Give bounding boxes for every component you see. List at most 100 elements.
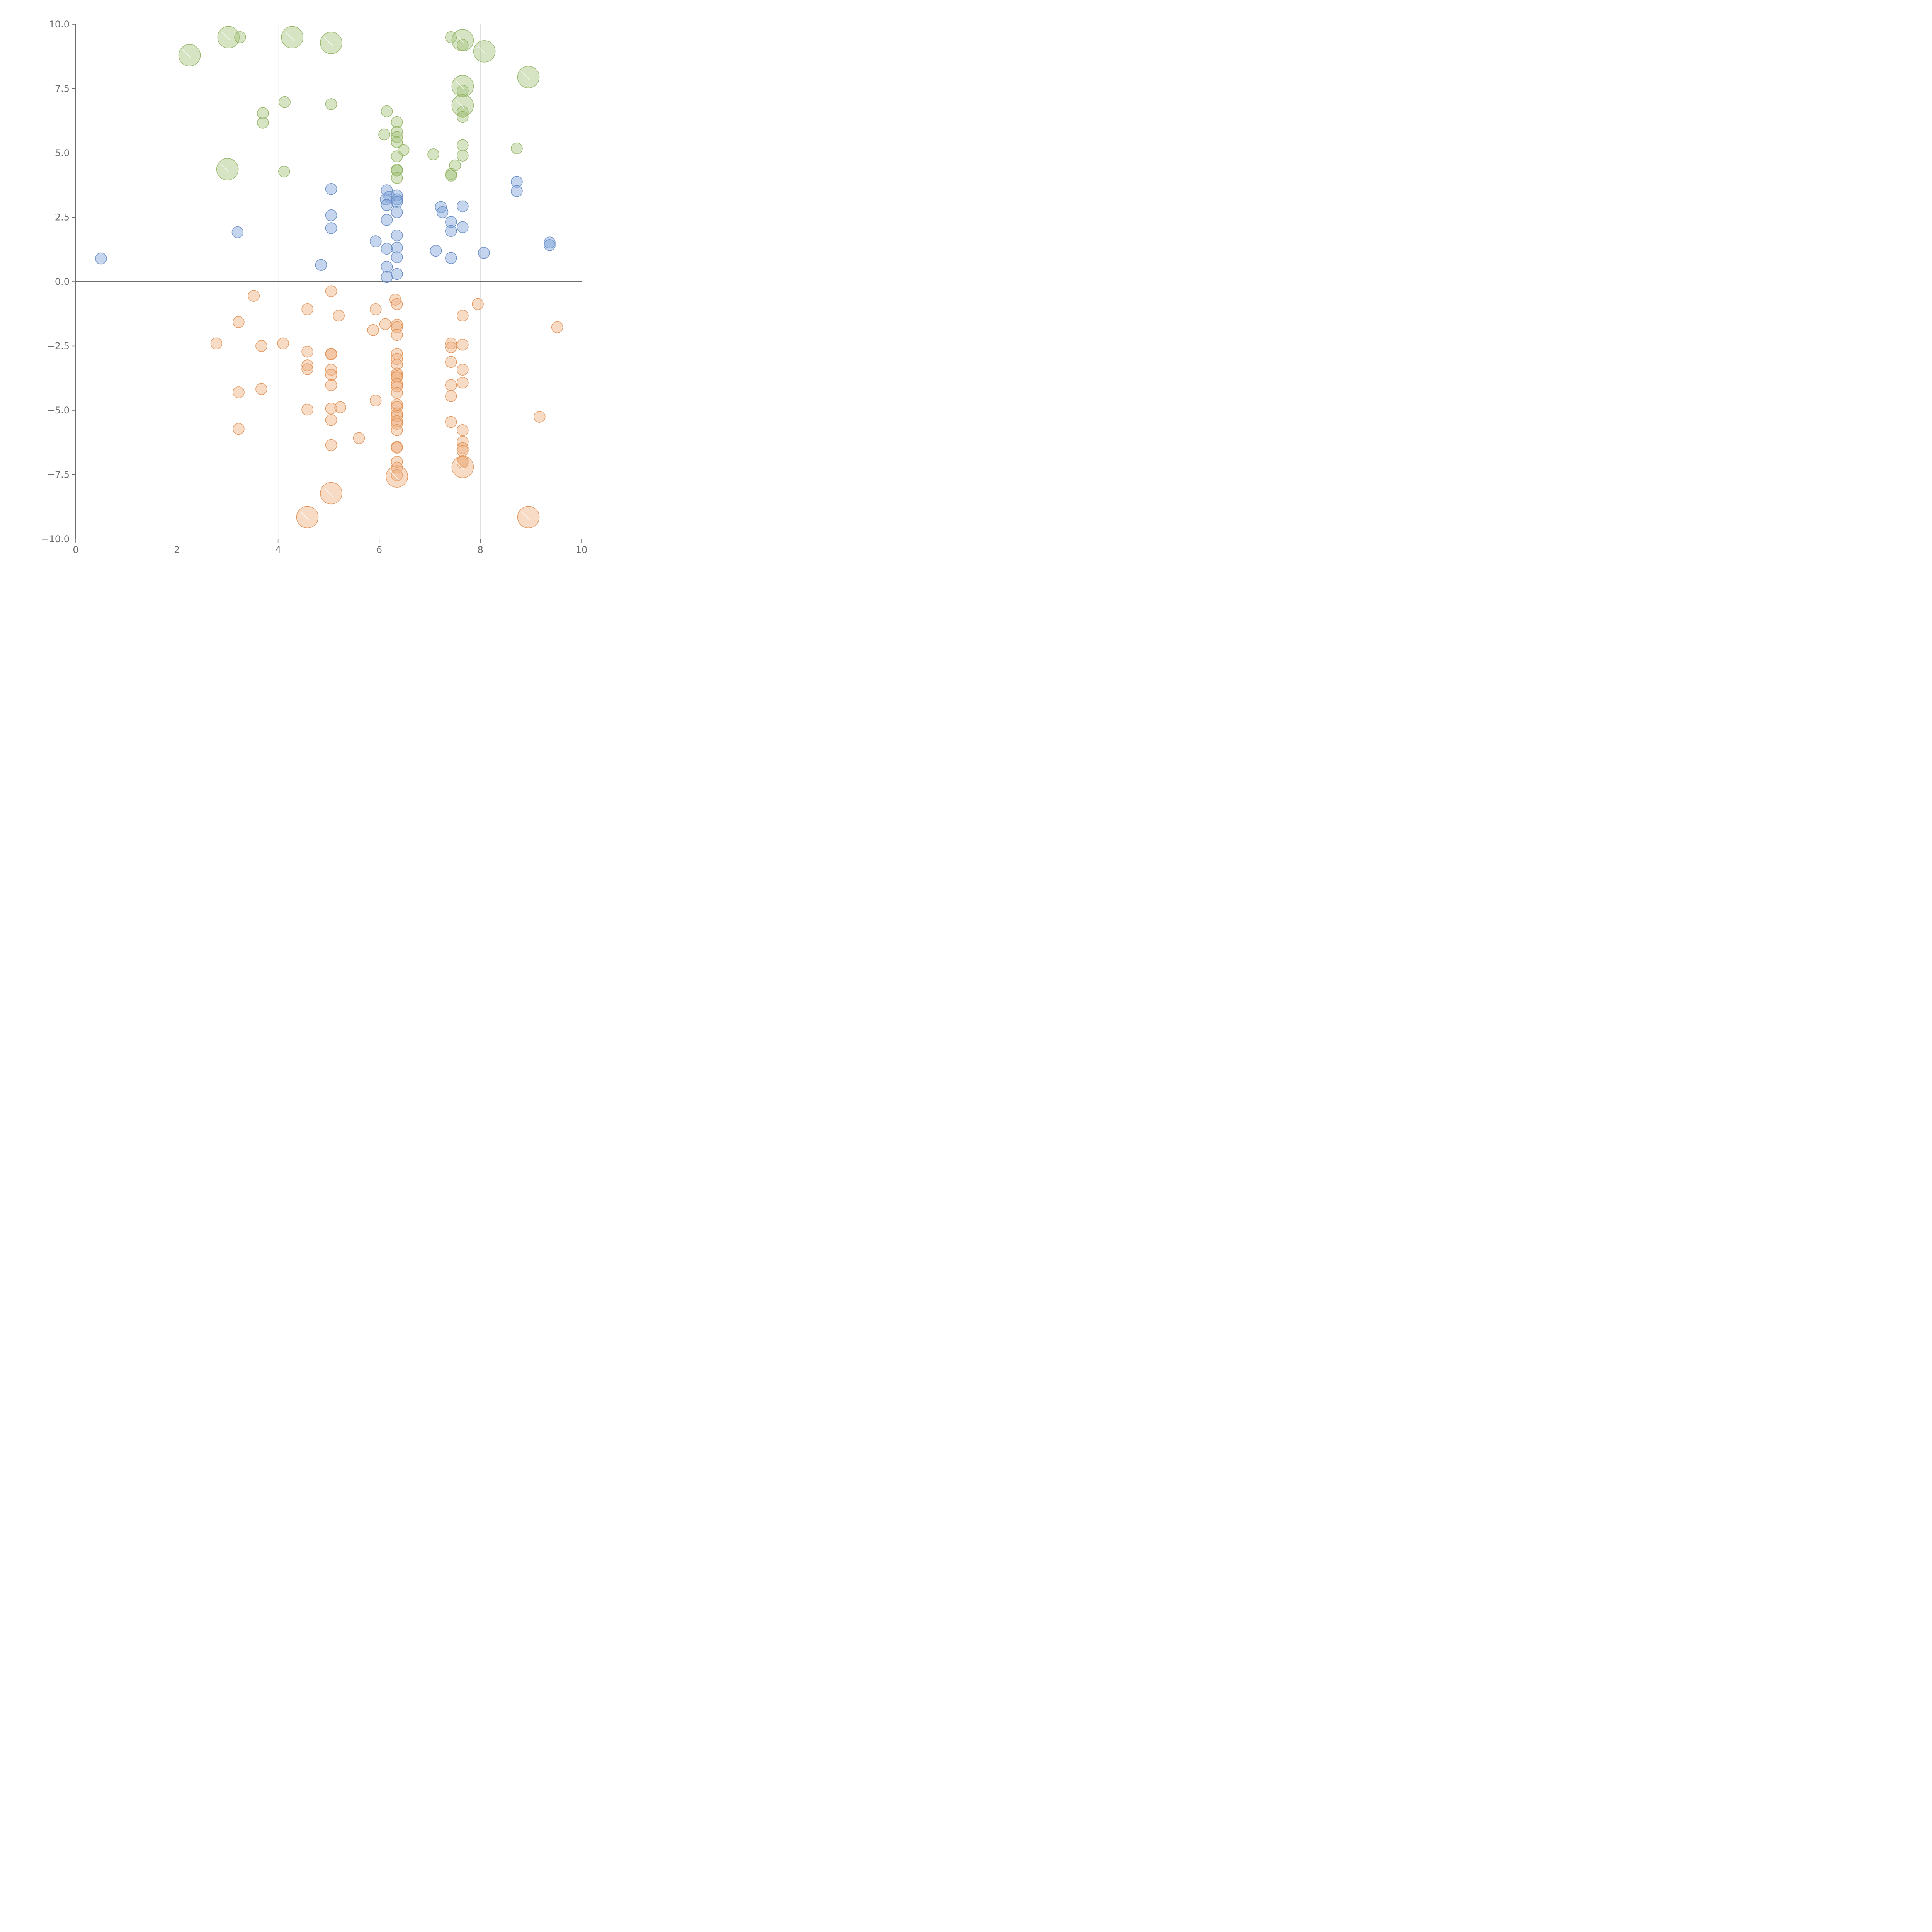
y-tick-label: 0.0 <box>55 276 70 287</box>
data-point <box>233 386 245 398</box>
x-tick-label: 2 <box>174 544 180 555</box>
y-tick-label: −2.5 <box>47 341 70 352</box>
data-point <box>511 176 523 188</box>
data-point <box>391 172 403 184</box>
data-point <box>457 106 469 118</box>
data-point <box>457 436 469 448</box>
data-point <box>325 285 337 297</box>
x-tick-label: 0 <box>73 544 78 555</box>
data-point <box>457 424 469 436</box>
data-point <box>391 206 403 218</box>
leader-line <box>300 511 310 520</box>
data-point <box>391 418 403 430</box>
y-tick-label: 2.5 <box>55 212 70 223</box>
data-point <box>473 40 496 63</box>
data-point <box>391 251 403 263</box>
data-point <box>315 259 327 271</box>
data-point <box>457 310 469 322</box>
data-point <box>445 337 457 350</box>
data-point <box>457 338 469 351</box>
data-point <box>457 456 469 468</box>
data-point <box>445 252 457 264</box>
data-point <box>255 340 267 352</box>
data-point <box>391 318 403 331</box>
scatter-chart: 0 2 4 6 8 10 −10.0 −7.5 −5.0 −2.5 0.0 2.5 5.0 7.5 10.0 <box>41 19 587 555</box>
data-point <box>381 261 393 273</box>
data-point <box>178 44 201 66</box>
data-point <box>320 32 342 54</box>
data-point <box>457 364 469 376</box>
data-point <box>279 96 291 108</box>
data-point <box>457 442 469 454</box>
data-point <box>445 390 457 402</box>
data-point <box>234 31 246 43</box>
data-point <box>216 158 239 180</box>
data-point <box>381 105 393 117</box>
data-point <box>379 318 391 330</box>
data-point <box>257 107 269 119</box>
data-point <box>334 401 346 413</box>
data-point <box>391 348 403 360</box>
data-point <box>391 359 403 371</box>
data-point <box>391 398 403 410</box>
data-point <box>511 185 523 197</box>
data-point <box>544 236 556 249</box>
leader-line <box>389 471 399 480</box>
leader-line <box>324 487 333 497</box>
leader-line <box>324 37 333 46</box>
data-point <box>325 379 337 391</box>
data-point <box>478 247 490 259</box>
data-point <box>397 144 410 156</box>
data-point <box>445 225 457 237</box>
data-point <box>389 294 401 306</box>
data-point <box>95 252 107 265</box>
data-point <box>301 345 313 358</box>
leader-line <box>455 34 464 44</box>
leader-line <box>455 100 464 109</box>
data-point <box>391 469 403 481</box>
data-point <box>353 432 365 444</box>
data-point <box>381 184 393 196</box>
x-tick-label: 8 <box>478 544 483 555</box>
data-point <box>457 200 469 213</box>
data-point <box>325 414 337 426</box>
data-point <box>301 403 313 416</box>
data-point <box>445 341 457 354</box>
data-point <box>457 376 469 389</box>
data-point <box>472 298 484 310</box>
data-point <box>333 310 345 322</box>
data-point <box>534 411 546 423</box>
data-point <box>281 26 304 49</box>
data-point <box>391 150 403 162</box>
data-point <box>427 148 439 160</box>
data-point <box>391 367 403 380</box>
data-point <box>391 442 403 454</box>
data-point <box>301 303 313 315</box>
data-point <box>391 387 403 399</box>
data-point <box>457 85 469 97</box>
data-point <box>445 379 457 391</box>
data-point <box>378 128 390 141</box>
data-point <box>325 183 337 195</box>
y-tick-label: −7.5 <box>47 469 70 480</box>
data-point <box>511 142 523 155</box>
data-point <box>278 165 290 178</box>
leader-line <box>455 461 464 471</box>
data-point <box>391 424 403 436</box>
data-point <box>391 136 403 148</box>
data-point <box>551 321 563 333</box>
leader-line <box>220 163 230 173</box>
data-point <box>457 139 469 151</box>
data-point <box>231 226 244 238</box>
data-point <box>277 337 289 350</box>
data-point <box>544 239 556 251</box>
data-point <box>445 216 457 228</box>
data-point <box>391 329 403 341</box>
data-points <box>95 26 563 529</box>
data-point <box>457 150 469 162</box>
x-tick-label: 4 <box>275 544 281 555</box>
data-point <box>457 445 469 457</box>
data-point <box>391 126 403 138</box>
leader-line <box>221 31 230 41</box>
data-point <box>325 348 337 361</box>
